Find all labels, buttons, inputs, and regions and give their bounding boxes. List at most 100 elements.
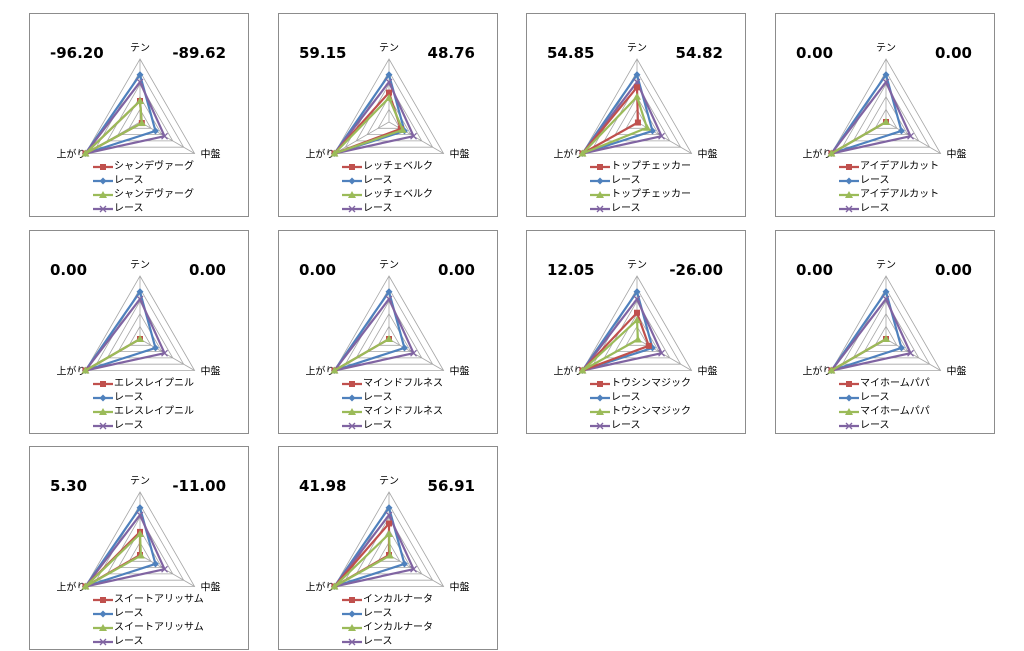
data-point [397,125,404,132]
grid-ring [581,58,693,154]
legend-label: レース [860,203,890,214]
radar-chart-panel: テン 中盤 上がり 12.05 -26.00 トウシンマジック レース トウシンマジック レース [526,230,746,434]
grid-ring [377,108,401,129]
legend-swatch [341,607,363,621]
data-point [81,149,90,157]
grid-ring [625,108,649,129]
data-point [385,93,393,101]
legend-swatch [838,174,860,188]
legend-swatch [341,174,363,188]
legend-marker [99,177,107,185]
data-point [648,344,656,352]
legend-entry: アイデアルカット [838,160,994,174]
axis-spoke [885,338,941,371]
legend-label: レース [860,420,890,431]
legend-entry: スイートアリッサム [92,621,248,635]
legend-marker [845,408,853,415]
legend-entry: レース [341,607,497,621]
grid-ring [333,58,445,154]
legend-marker [596,394,604,402]
series-line [84,513,166,588]
legend-label: レース [114,420,144,431]
legend-label: レース [611,175,641,186]
axis-label: テン [379,260,399,271]
radar-chart-panel: テン 中盤 上がり 41.98 56.91 インカルナータ レース インカルナータ レース [278,446,498,650]
left-value: 59.15 [299,44,347,62]
series-line [333,290,406,372]
legend-entry: アイデアルカット [838,188,994,202]
radar-chart-panel: テン 中盤 上がり 0.00 0.00 アイデアルカット レース アイデアルカット レース [775,13,995,217]
legend-swatch [589,188,611,202]
legend-label: レッチェベルク [363,189,433,200]
series-line [581,290,654,372]
axis-spoke [388,121,444,154]
series-line [333,532,392,588]
axis-spoke [334,121,390,154]
legend-label: レース [363,203,393,214]
axis-label: 中盤 [450,365,470,378]
data-point [136,551,145,559]
data-point [827,149,836,157]
data-point [385,511,393,519]
data-point [385,530,393,537]
legend-swatch [838,419,860,433]
data-point [385,288,393,296]
series-line [84,80,166,155]
data-point [633,295,641,303]
legend-swatch [341,188,363,202]
legend-entry: レース [838,202,994,216]
legend-marker [99,191,107,198]
legend-entry: トウシンマジック [589,377,745,391]
legend-swatch [92,607,114,621]
axis-spoke [636,338,692,371]
right-value: 0.00 [437,261,475,279]
axis-label: 中盤 [450,581,470,594]
series-line [581,318,640,372]
legend: マインドフルネス レース マインドフルネス レース [341,377,497,433]
legend-marker [349,381,355,387]
right-value: -26.00 [669,261,723,279]
legend-label: レース [363,392,393,403]
legend: マイホームパパ レース マイホームパパ レース [838,377,994,433]
legend: レッチェベルク レース レッチェベルク レース [341,160,497,216]
axis-label: 上がり [305,581,335,594]
legend-marker [348,394,356,402]
series-line [581,80,663,155]
left-value: 0.00 [50,261,88,279]
series-line [333,80,415,155]
legend-label: レース [611,203,641,214]
legend-swatch [92,405,114,419]
data-point [633,335,642,343]
legend-entry: レース [589,391,745,405]
data-point [578,366,587,374]
data-point [151,344,159,352]
data-point [385,295,393,303]
legend-entry: トウシンマジック [589,405,745,419]
series-line [830,290,903,372]
legend-label: エレスレイプニル [114,406,194,417]
legend-marker [596,177,604,185]
legend-entry: レース [341,635,497,649]
legend-marker [596,205,604,213]
legend-entry: インカルナータ [341,621,497,635]
legend-swatch [838,377,860,391]
axis-label: 中盤 [698,365,718,378]
left-value: 54.85 [547,44,595,62]
legend-entry: シャンデヴァーグ [92,188,248,202]
legend-marker [845,177,853,185]
data-point [648,127,656,135]
data-point [897,344,905,352]
legend-label: トウシンマジック [611,406,691,417]
data-point [386,89,392,96]
legend-marker [597,381,603,387]
legend-label: レース [363,636,393,647]
data-point [410,565,418,573]
axis-label: テン [627,260,647,271]
axis-label: 上がり [553,365,583,378]
axis-label: 上がり [56,581,86,594]
data-point [136,335,144,342]
legend-swatch [92,188,114,202]
radar-chart-panel: テン 中盤 上がり -96.20 -89.62 シャンデヴァーグ レース シャンデヴァーグ レー… [29,13,249,217]
legend-label: スイートアリッサム [114,594,204,605]
